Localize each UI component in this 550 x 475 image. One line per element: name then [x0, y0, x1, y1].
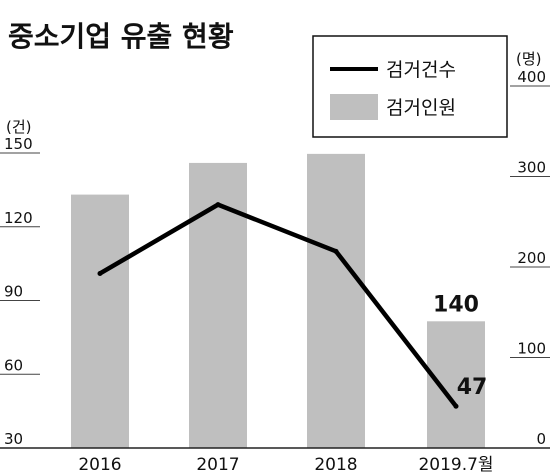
x-axis: 2016 2017 2018 2019.7월	[78, 455, 493, 475]
x-tick-label: 2019.7월	[418, 455, 493, 475]
y-left-tick-label: 60	[4, 356, 23, 374]
data-label-line-last: 47	[457, 375, 488, 400]
line-point-2018	[333, 248, 339, 254]
legend: 검거건수 검거인원	[312, 35, 508, 138]
legend-label-line: 검거건수	[386, 59, 456, 81]
y-left-tick-label: 120	[4, 209, 33, 227]
y-right-unit-label: (명)	[516, 50, 542, 68]
y-right-tick-label: 300	[517, 159, 546, 177]
line-point-2019.7월	[453, 403, 459, 409]
y-right-tick-label: 200	[517, 249, 546, 267]
x-tick-label: 2017	[196, 455, 239, 475]
line-point-2017	[215, 202, 221, 208]
bar-series	[71, 153, 485, 449]
data-label-bar-last: 140	[433, 292, 479, 317]
y-left-unit-label: (건)	[6, 118, 32, 136]
legend-label-bar: 검거인원	[386, 97, 456, 119]
y-left-axis: 30 60 90 120 150	[0, 135, 40, 449]
y-right-tick-label: 100	[517, 340, 546, 358]
line-path	[97, 202, 459, 409]
y-left-tick-label: 90	[4, 283, 23, 301]
legend-swatch-bar	[330, 94, 378, 120]
y-left-tick-label: 30	[4, 430, 23, 448]
bar-2018	[307, 153, 365, 448]
y-right-tick-label: 0	[536, 430, 546, 448]
legend-box	[312, 35, 508, 138]
y-left-tick-label: 150	[4, 135, 33, 153]
chart-title: 중소기업 유출 현황	[8, 20, 234, 53]
line-series	[97, 202, 459, 409]
y-right-axis: 0 100 200 300 400	[510, 68, 550, 449]
line-point-2016	[97, 270, 103, 276]
x-tick-label: 2016	[78, 455, 121, 475]
x-tick-label: 2018	[314, 455, 357, 475]
bar-2016	[71, 194, 129, 448]
y-right-tick-label: 400	[517, 68, 546, 86]
